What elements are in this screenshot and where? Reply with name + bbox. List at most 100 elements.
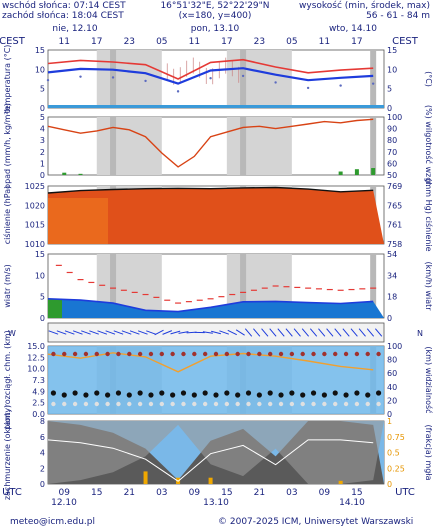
precip-bar bbox=[338, 171, 343, 175]
wind-arrow bbox=[178, 331, 189, 334]
precip-bar bbox=[62, 172, 67, 175]
cloud-base-dot bbox=[245, 390, 252, 396]
hour-tick-bottom: 15 bbox=[91, 488, 102, 498]
y-tick-right: 20 bbox=[387, 396, 397, 405]
y-axis-label-left: temperatura (°C) bbox=[3, 45, 12, 114]
y-tick-right: 34 bbox=[387, 271, 397, 280]
y-tick-right: 15 bbox=[387, 46, 397, 55]
wind-arrow bbox=[261, 328, 269, 337]
y-tick-left: 12.5 bbox=[27, 353, 45, 362]
cloud-base-dot bbox=[289, 390, 295, 396]
y-tick-left: 4.9 bbox=[32, 387, 45, 396]
cloud-layer-dot bbox=[170, 351, 175, 357]
wind-arrow bbox=[121, 330, 132, 335]
y-tick-left: 2 bbox=[40, 148, 45, 157]
cloud-base-dot bbox=[332, 390, 338, 396]
hour-tick-bottom: 15 bbox=[221, 488, 232, 498]
hour-tick-bottom: 21 bbox=[124, 488, 135, 498]
cloud-layer-dot bbox=[62, 351, 67, 357]
wind-arrow bbox=[219, 330, 229, 335]
y-tick-right: 60 bbox=[387, 369, 397, 378]
cloud-layer-dot bbox=[311, 351, 316, 357]
y-tick-right: 80 bbox=[387, 136, 397, 145]
cloud-base-dot bbox=[105, 392, 111, 398]
cloud-base-dot bbox=[256, 392, 262, 398]
day-label-top: pon, 13.10 bbox=[190, 24, 240, 34]
night-band bbox=[96, 117, 162, 175]
cloud-low-dot bbox=[354, 401, 360, 407]
cloud-base-dot bbox=[213, 392, 219, 398]
day-label-bottom: 13.10 bbox=[203, 498, 229, 508]
y-axis-label-right: (°C) bbox=[424, 71, 433, 87]
hour-tick-top: 11 bbox=[319, 37, 330, 47]
data-point bbox=[306, 86, 310, 90]
y-tick-right: 40 bbox=[387, 383, 397, 392]
cloud-layer-dot bbox=[94, 351, 99, 357]
cloud-low-dot bbox=[322, 401, 327, 407]
y-axis-label-left: ciśnienie (hPa) bbox=[2, 186, 12, 244]
cloud-base-dot bbox=[126, 392, 132, 398]
day-label-bottom: 12.10 bbox=[51, 498, 77, 508]
y-tick-left: 0 bbox=[40, 314, 45, 323]
coordinates-text: 16°51'32"E, 52°22'29"N bbox=[160, 1, 270, 11]
cloud-low-dot bbox=[137, 401, 143, 407]
tz-label-top: CEST bbox=[0, 36, 26, 47]
cloud-base-dot bbox=[148, 392, 154, 398]
y-tick-left: 2.5 bbox=[32, 399, 45, 408]
wind-arrow bbox=[129, 330, 140, 335]
cloud-base-dot bbox=[310, 390, 317, 396]
wind-arrow bbox=[334, 328, 342, 337]
wind-arrow bbox=[326, 328, 334, 337]
sunrise-text: wschód słońca: 07:14 CEST bbox=[2, 1, 126, 11]
series-line-wind_speed bbox=[47, 298, 374, 313]
cloud-low-dot bbox=[365, 401, 370, 407]
cloud-base-dot bbox=[170, 392, 176, 398]
precip-bar bbox=[371, 168, 376, 175]
y-tick-left: 10 bbox=[35, 65, 45, 74]
cloud-base-dot bbox=[224, 390, 230, 396]
data-point bbox=[274, 81, 277, 84]
tz-label-bottom: UTC bbox=[2, 487, 22, 498]
hour-tick-top: 17 bbox=[91, 37, 102, 47]
hour-tick-top: 17 bbox=[221, 37, 232, 47]
cloud-low-dot bbox=[213, 401, 219, 407]
day-boundary-band bbox=[110, 117, 117, 175]
y-tick-right: 70 bbox=[387, 148, 397, 157]
wind-arrow bbox=[105, 330, 116, 335]
cloud-low-dot bbox=[62, 401, 67, 407]
data-point bbox=[339, 84, 342, 87]
cloud-low-dot bbox=[257, 401, 262, 407]
y-tick-right: 769 bbox=[387, 182, 402, 191]
cloud-base-dot bbox=[321, 392, 327, 398]
cloud-low-dot bbox=[72, 401, 78, 407]
wind-arrow bbox=[81, 330, 91, 335]
cloud-layer-dot bbox=[224, 351, 230, 357]
cloud-base-dot bbox=[137, 390, 143, 396]
ground-band bbox=[48, 105, 384, 108]
cloud-layer-dot bbox=[83, 351, 89, 357]
y-tick-right: 0 bbox=[387, 314, 392, 323]
y-tick-right: 0 bbox=[387, 480, 392, 489]
cloud-low-dot bbox=[159, 401, 165, 407]
y-axis-label-right: (frakcja) mgła bbox=[424, 425, 433, 481]
hour-tick-bottom: 09 bbox=[189, 488, 201, 498]
fog-bar bbox=[143, 471, 148, 484]
wind-arrow bbox=[244, 328, 253, 337]
wind-arrow bbox=[309, 328, 318, 337]
wind-arrow bbox=[293, 328, 301, 337]
fog-bar bbox=[338, 480, 343, 484]
cloud-layer-dot bbox=[278, 351, 284, 357]
y-tick-right: 765 bbox=[387, 201, 402, 210]
hour-tick-top: 11 bbox=[59, 37, 70, 47]
cloud-layer-dot bbox=[300, 351, 305, 357]
cloud-base-dot bbox=[354, 390, 360, 396]
series-line-temp_mean bbox=[47, 67, 374, 85]
wind-arrow bbox=[318, 328, 326, 337]
y-tick-right: 10 bbox=[387, 65, 397, 74]
cloud-layer-dot bbox=[376, 351, 381, 357]
wind-arrow bbox=[358, 328, 366, 337]
tz-label-top-right: CEST bbox=[392, 36, 419, 47]
day-label-top: nie, 12.10 bbox=[52, 24, 98, 34]
